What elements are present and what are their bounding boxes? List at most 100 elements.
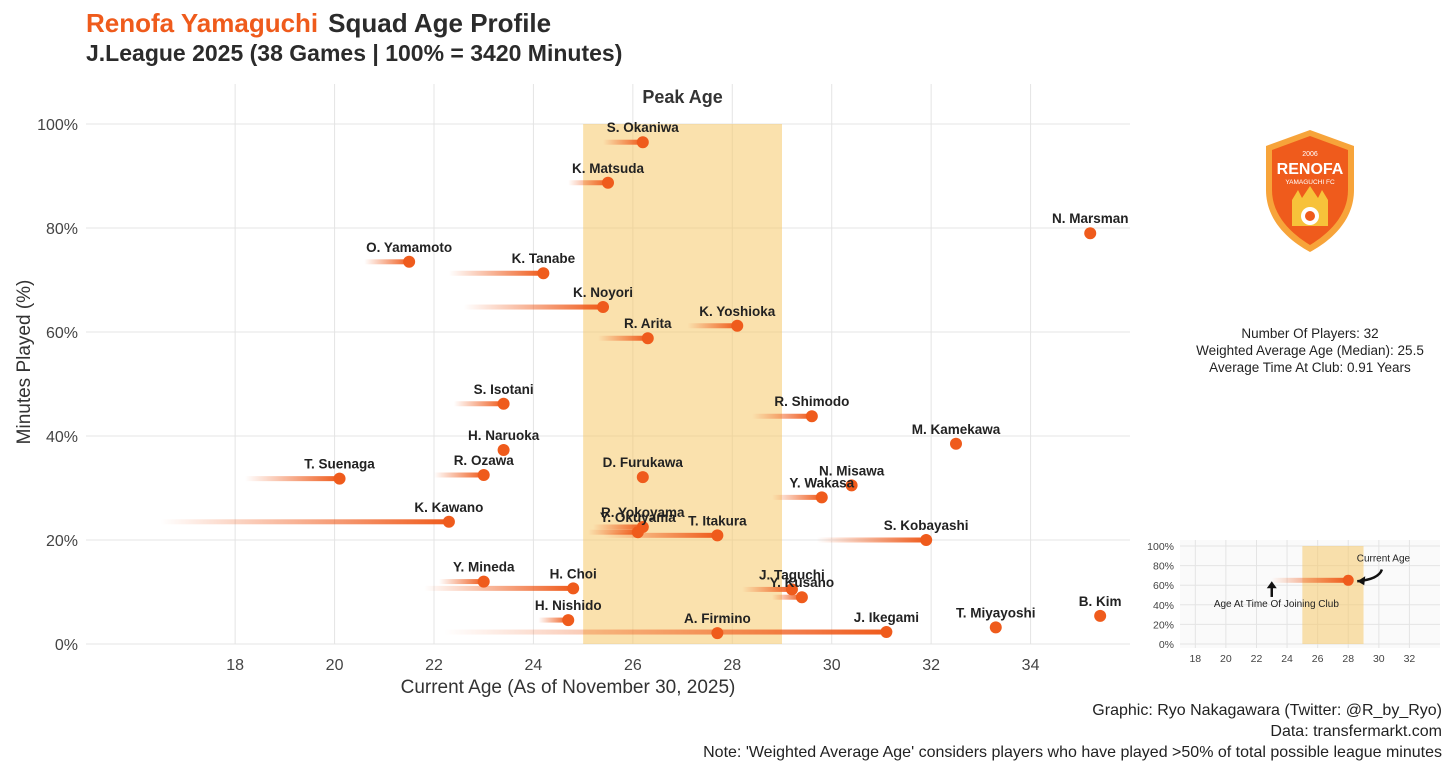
legend-y-tick: 40%: [1153, 600, 1174, 612]
player-label: A. Firmino: [684, 611, 751, 626]
player-point: [567, 582, 580, 595]
player-label: R. Ozawa: [454, 453, 515, 468]
legend-y-tick: 80%: [1153, 561, 1174, 573]
x-tick-label: 24: [525, 657, 543, 674]
caption: Graphic: Ryo Nakagawara (Twitter: @R_by_…: [703, 700, 1442, 763]
tenure-trail: [772, 494, 822, 500]
player-point: [805, 410, 818, 423]
tenure-trail: [598, 335, 648, 341]
player-label: S. Okaniwa: [607, 120, 680, 135]
legend-point: [1342, 574, 1354, 586]
tenure-trail: [364, 259, 410, 265]
player-label: Y. Mineda: [453, 560, 515, 575]
player-point: [403, 255, 416, 268]
player-point: [641, 332, 654, 345]
player-point: [636, 136, 649, 149]
player-point: [537, 267, 550, 280]
player-label: N. Misawa: [819, 463, 885, 478]
x-axis-title: Current Age (As of November 30, 2025): [401, 677, 736, 698]
main-plot: 18 20 22 24 26 28 30 32 34 0% 20% 40% 60% 80% 100% Peak…: [14, 84, 1130, 698]
title-rest: Squad Age Profile: [328, 8, 552, 38]
player-point: [562, 614, 575, 627]
tenure-trail: [687, 323, 738, 329]
player-label: S. Kobayashi: [884, 518, 969, 533]
peak-age-label: Peak Age: [642, 87, 722, 107]
x-tick-label: 30: [823, 657, 841, 674]
player-label: K. Kawano: [414, 500, 483, 515]
player-point: [477, 469, 490, 481]
player-label: Y. Okuyama: [600, 510, 676, 525]
tenure-trail: [772, 594, 802, 600]
x-tick-label: 22: [425, 657, 443, 674]
caption-data-source: Data: transfermarkt.com: [1270, 723, 1442, 740]
player-label: R. Arita: [624, 316, 672, 331]
tenure-trail: [245, 476, 340, 482]
legend-x-tick: 18: [1189, 653, 1201, 665]
player-label: H. Nishido: [535, 598, 602, 613]
player-point: [333, 472, 346, 485]
player-label: D. Furukawa: [603, 455, 684, 470]
legend-x-tick: 26: [1312, 653, 1324, 665]
player-point: [845, 479, 858, 492]
player-point: [815, 491, 828, 504]
tenure-trail: [424, 585, 574, 591]
tenure-trail: [593, 524, 643, 530]
x-tick-label: 32: [922, 657, 940, 674]
chart-title: Renofa Yamaguchi Squad Age Profile: [86, 8, 551, 39]
tenure-trail: [463, 304, 604, 310]
stat-number-of-players: Number Of Players: 32: [1241, 326, 1379, 341]
player-point: [597, 301, 610, 314]
y-tick-label: 0%: [55, 637, 78, 654]
tenure-trail: [443, 629, 887, 635]
crest-year: 2006: [1302, 151, 1318, 158]
tenure-trail: [603, 532, 718, 538]
tenure-trail: [160, 519, 449, 525]
stat-time-at-club: Average Time At Club: 0.91 Years: [1209, 360, 1411, 375]
player-label: R. Shimodo: [774, 394, 849, 409]
player-point: [442, 515, 455, 528]
x-tick-label: 18: [226, 657, 244, 674]
player-point: [795, 591, 808, 604]
legend-joined-label: Age At Time Of Joining Club: [1214, 599, 1340, 610]
player-point: [497, 444, 510, 457]
legend-peak-band: [1302, 546, 1364, 644]
legend-tenure-trail: [1271, 577, 1349, 583]
crest-name: RENOFA: [1277, 161, 1344, 178]
tenure-trail: [603, 139, 643, 145]
player-point: [1084, 227, 1097, 240]
legend-y-tick: 60%: [1153, 580, 1174, 592]
tenure-trail: [588, 529, 638, 535]
legend-current-age-arrowhead: [1357, 576, 1366, 586]
player-label: S. Isotani: [474, 382, 534, 397]
player-label: M. Kamekawa: [912, 422, 1001, 437]
x-tick-label: 20: [326, 657, 344, 674]
y-tick-label: 100%: [37, 117, 78, 134]
player-point: [989, 621, 1002, 634]
legend-joined-arrowhead: [1266, 581, 1277, 589]
y-tick-label: 60%: [46, 325, 78, 342]
player-label: J. Ikegami: [854, 610, 919, 625]
player-label: J. Taguchi: [759, 567, 825, 582]
legend-x-tick: 32: [1404, 653, 1416, 665]
tenure-trail: [538, 617, 569, 623]
legend-y-tick: 0%: [1159, 639, 1174, 651]
player-point: [731, 319, 744, 332]
player-label: K. Yoshioka: [699, 304, 776, 319]
legend-current-age-label: Current Age: [1357, 554, 1411, 565]
crest-sub: YAMAGUCHI FC: [1285, 179, 1335, 186]
legend-mini-chart: 18 20 22 24 26 28 30 32 0% 20% 40% 60% 80% 100% Curren…: [1147, 540, 1440, 665]
x-tick-label: 34: [1022, 657, 1040, 674]
player-label: T. Itakura: [688, 513, 747, 528]
stat-weighted-age: Weighted Average Age (Median): 25.5: [1196, 343, 1424, 358]
legend-x-tick: 28: [1342, 653, 1354, 665]
crest-shield-icon: 2006 RENOFA YAMAGUCHI FC: [1266, 130, 1354, 252]
player-label: T. Suenaga: [304, 457, 375, 472]
y-axis-title: Minutes Played (%): [14, 280, 35, 445]
player-label: K. Tanabe: [512, 251, 576, 266]
player-label: K. Noyori: [573, 285, 633, 300]
player-point: [711, 627, 724, 640]
tenure-trail: [568, 180, 608, 186]
player-label: T. Miyayoshi: [956, 605, 1036, 620]
legend-x-tick: 24: [1281, 653, 1293, 665]
player-label: N. Marsman: [1052, 211, 1129, 226]
